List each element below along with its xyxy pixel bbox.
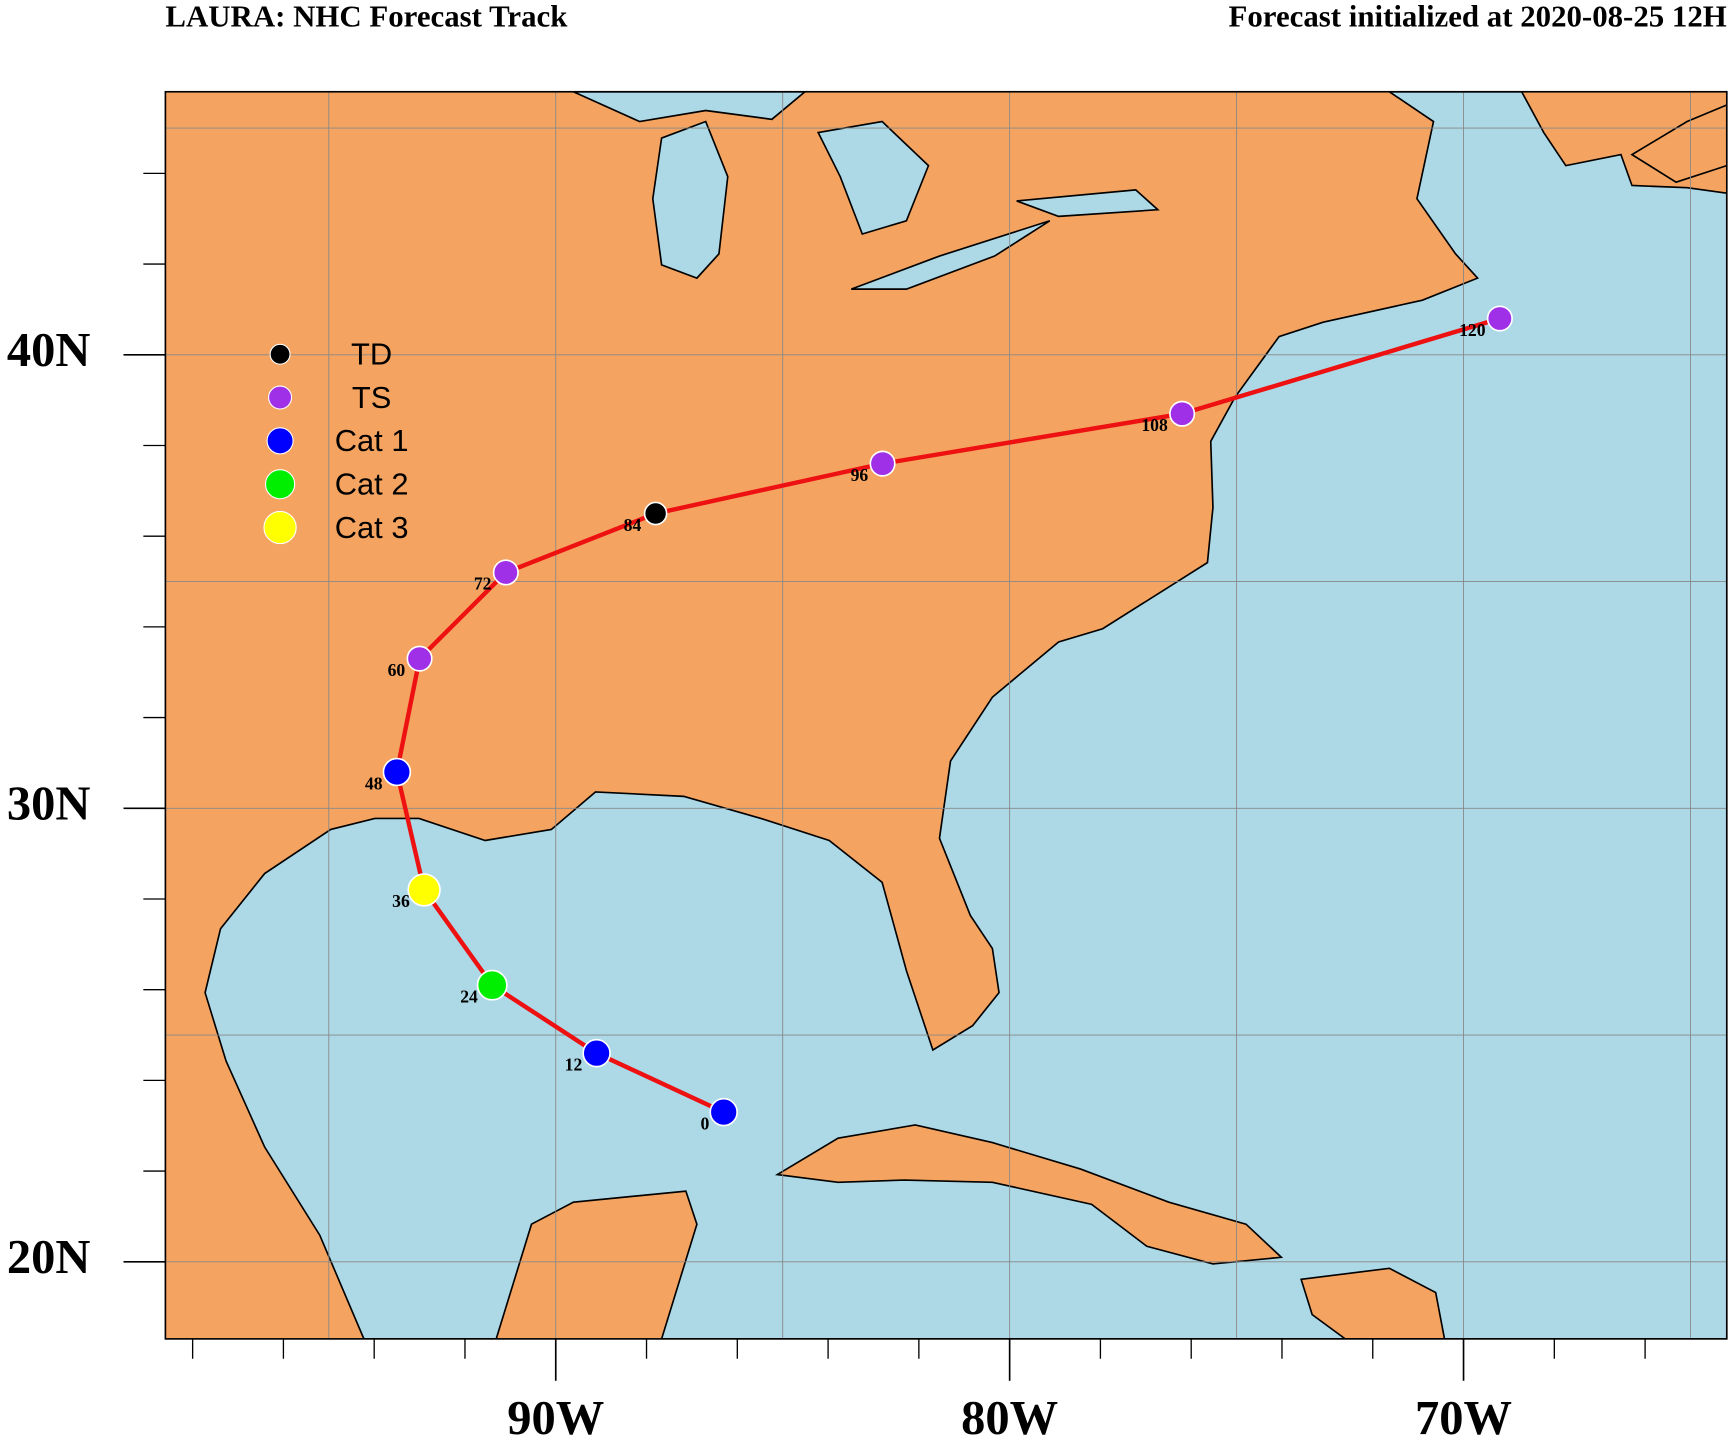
- x-tick-label: 70W: [1415, 1392, 1512, 1445]
- hour-label: 120: [1459, 320, 1486, 340]
- track-point: [643, 501, 668, 526]
- legend-marker: [264, 469, 296, 500]
- track-point: [407, 873, 441, 907]
- title: LAURA: NHC Forecast Track: [165, 0, 568, 34]
- track-point: [869, 450, 896, 477]
- track-point: [1486, 305, 1513, 332]
- hour-label: 96: [851, 465, 869, 485]
- track-point: [1169, 400, 1196, 427]
- legend-marker: [266, 427, 294, 455]
- y-tick-label: 30N: [7, 777, 91, 830]
- legend-label: Cat 1: [335, 423, 409, 458]
- hour-label: 0: [701, 1113, 710, 1133]
- lake-superior: [573, 91, 807, 123]
- lake-michigan: [651, 120, 729, 280]
- legend-label: Cat 2: [335, 467, 409, 502]
- track-point: [582, 1038, 611, 1068]
- legend-marker: [263, 510, 297, 545]
- track-point: [382, 757, 412, 787]
- legend-label: Cat 3: [335, 510, 409, 545]
- grid: [165, 91, 1727, 1339]
- basemap: [165, 91, 1727, 1339]
- hispaniola: [1300, 1267, 1446, 1339]
- hour-label: 48: [365, 773, 383, 793]
- legend-marker: [269, 343, 291, 365]
- cuba: [774, 1124, 1284, 1265]
- track-point: [709, 1097, 738, 1127]
- nova-scotia: [1630, 104, 1727, 184]
- track-point: [476, 969, 508, 1001]
- hour-label: 84: [624, 515, 642, 535]
- hour-label: 36: [392, 891, 410, 911]
- x-tick-label: 90W: [507, 1392, 604, 1445]
- legend-label: TS: [352, 380, 391, 415]
- y-tick-label: 40N: [7, 324, 91, 377]
- hour-label: 24: [460, 986, 478, 1006]
- legend-label: TD: [351, 337, 392, 372]
- ocean: [204, 91, 1727, 1339]
- lake-erie: [850, 219, 1051, 290]
- track-point: [406, 645, 433, 672]
- subtitle: Forecast initialized at 2020-08-25 12H: [1229, 0, 1727, 34]
- hour-label: 72: [474, 574, 492, 594]
- hour-label: 12: [565, 1054, 583, 1074]
- legend-marker: [268, 385, 293, 410]
- x-tick-label: 80W: [961, 1392, 1058, 1445]
- y-tick-label: 20N: [7, 1231, 91, 1284]
- track-point: [492, 559, 519, 586]
- frame: [164, 90, 1728, 1340]
- lake-ontario: [1016, 189, 1160, 218]
- lake-huron: [816, 120, 930, 236]
- hour-label: 108: [1141, 415, 1168, 435]
- hour-label: 60: [388, 660, 406, 680]
